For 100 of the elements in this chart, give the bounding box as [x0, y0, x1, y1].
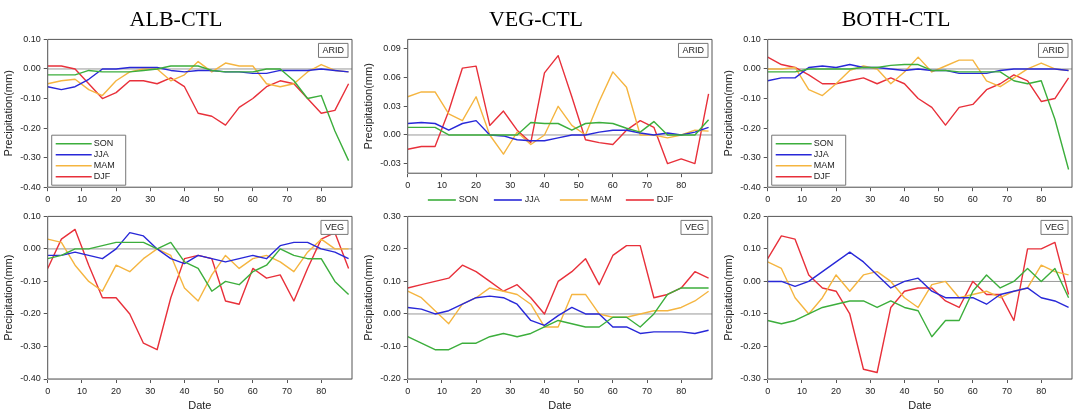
legend-label: JJA: [813, 149, 829, 160]
x-tick-label: 20: [471, 180, 482, 191]
x-tick-label: 20: [831, 385, 842, 396]
x-tick-label: 60: [247, 385, 258, 396]
x-tick-label: 80: [316, 194, 327, 205]
x-tick-label: 50: [573, 180, 584, 191]
y-tick-label: -0.10: [740, 93, 761, 103]
x-tick-label: 50: [933, 194, 944, 205]
y-tick-label: 0.20: [383, 243, 401, 254]
annotation: VEG: [1044, 222, 1065, 233]
x-tick-label: 10: [76, 194, 87, 205]
y-tick-label: 0.00: [23, 63, 41, 74]
y-tick-label: -0.40: [740, 181, 761, 192]
x-tick-label: 70: [642, 385, 653, 396]
x-tick-label: 60: [247, 194, 258, 205]
annotation: VEG: [324, 222, 345, 233]
x-tick-label: 30: [145, 194, 156, 205]
annotation: ARID: [1042, 45, 1065, 56]
y-tick-label: -0.40: [20, 181, 41, 192]
x-tick-label: 20: [111, 194, 122, 205]
x-tick-label: 10: [436, 180, 447, 191]
y-axis-title: Precipitation(mm): [361, 254, 374, 341]
y-tick-label: 0.03: [383, 100, 401, 111]
y-axis-title: Precipitation(mm): [1, 254, 14, 341]
x-tick-label: 70: [282, 194, 293, 205]
x-tick-label: 50: [573, 385, 584, 396]
y-tick-label: 0.10: [23, 210, 41, 221]
y-tick-label: -0.20: [740, 340, 761, 351]
legend-label: DJF: [656, 194, 674, 205]
legend-label: SON: [458, 194, 479, 205]
x-axis-title: Date: [908, 399, 932, 412]
legend-label: SON: [813, 138, 834, 149]
x-tick-label: 10: [436, 385, 447, 396]
y-tick-label: -0.20: [740, 122, 761, 133]
x-tick-label: 0: [45, 194, 51, 205]
y-tick-label: -0.30: [20, 152, 41, 163]
x-tick-label: 50: [213, 385, 224, 396]
x-tick-label: 0: [405, 385, 411, 396]
y-axis-title: Precipitation(mm): [361, 63, 374, 150]
x-tick-label: 70: [282, 385, 293, 396]
x-tick-label: 30: [865, 194, 876, 205]
y-tick-label: -0.20: [20, 308, 41, 319]
x-tick-label: 0: [765, 385, 771, 396]
y-tick-label: -0.30: [20, 340, 41, 351]
y-tick-label: -0.10: [20, 275, 41, 286]
x-tick-label: 0: [765, 194, 771, 205]
x-tick-label: 10: [76, 385, 87, 396]
y-tick-label: 0.09: [383, 43, 401, 54]
y-axis-title: Precipitation(mm): [721, 70, 734, 157]
legend-label: MAM: [813, 160, 835, 171]
x-tick-label: 70: [1002, 385, 1013, 396]
x-tick-label: 60: [967, 385, 978, 396]
x-tick-label: 30: [145, 385, 156, 396]
legend-label: JJA: [93, 149, 109, 160]
x-tick-label: 10: [796, 385, 807, 396]
x-tick-label: 40: [539, 180, 550, 191]
y-tick-label: 0.00: [743, 275, 761, 286]
x-tick-label: 80: [676, 385, 687, 396]
x-tick-label: 40: [899, 385, 910, 396]
y-tick-label: 0.00: [383, 308, 401, 319]
x-tick-label: 40: [899, 194, 910, 205]
y-tick-label: 0.10: [743, 243, 761, 254]
x-tick-label: 30: [505, 180, 516, 191]
y-tick-label: -0.30: [740, 373, 761, 384]
y-tick-label: -0.20: [20, 122, 41, 133]
y-axis-title: Precipitation(mm): [721, 254, 734, 341]
annotation: VEG: [684, 222, 705, 233]
x-axis-title: Date: [188, 399, 212, 412]
legend-label: MAM: [590, 194, 612, 205]
y-tick-label: 0.00: [23, 243, 41, 254]
y-tick-label: 0.10: [383, 275, 401, 286]
x-tick-label: 30: [505, 385, 516, 396]
x-tick-label: 0: [405, 180, 411, 191]
y-tick-label: 0.30: [383, 210, 401, 221]
x-tick-label: 70: [1002, 194, 1013, 205]
x-tick-label: 20: [111, 385, 122, 396]
y-tick-label: -0.20: [380, 373, 401, 384]
y-tick-label: 0.00: [383, 129, 401, 140]
y-axis-title: Precipitation(mm): [1, 70, 14, 157]
x-tick-label: 80: [316, 385, 327, 396]
annotation: ARID: [322, 45, 345, 56]
x-tick-label: 40: [539, 385, 550, 396]
y-tick-label: -0.10: [380, 340, 401, 351]
chart-title: BOTH-CTL: [841, 5, 951, 31]
annotation: ARID: [682, 45, 705, 56]
legend-label: SON: [93, 138, 114, 149]
x-tick-label: 20: [831, 194, 842, 205]
x-tick-label: 70: [642, 180, 653, 191]
chart-title: ALB-CTL: [129, 5, 223, 31]
x-tick-label: 50: [213, 194, 224, 205]
legend-label: DJF: [813, 171, 831, 182]
y-tick-label: -0.10: [20, 93, 41, 103]
y-tick-label: -0.10: [740, 308, 761, 319]
x-tick-label: 80: [1036, 385, 1047, 396]
x-tick-label: 0: [45, 385, 51, 396]
legend-label: MAM: [93, 160, 115, 171]
legend-label: DJF: [93, 171, 111, 182]
y-tick-label: -0.03: [380, 158, 401, 169]
y-tick-label: 0.10: [743, 33, 761, 44]
x-tick-label: 40: [179, 194, 190, 205]
